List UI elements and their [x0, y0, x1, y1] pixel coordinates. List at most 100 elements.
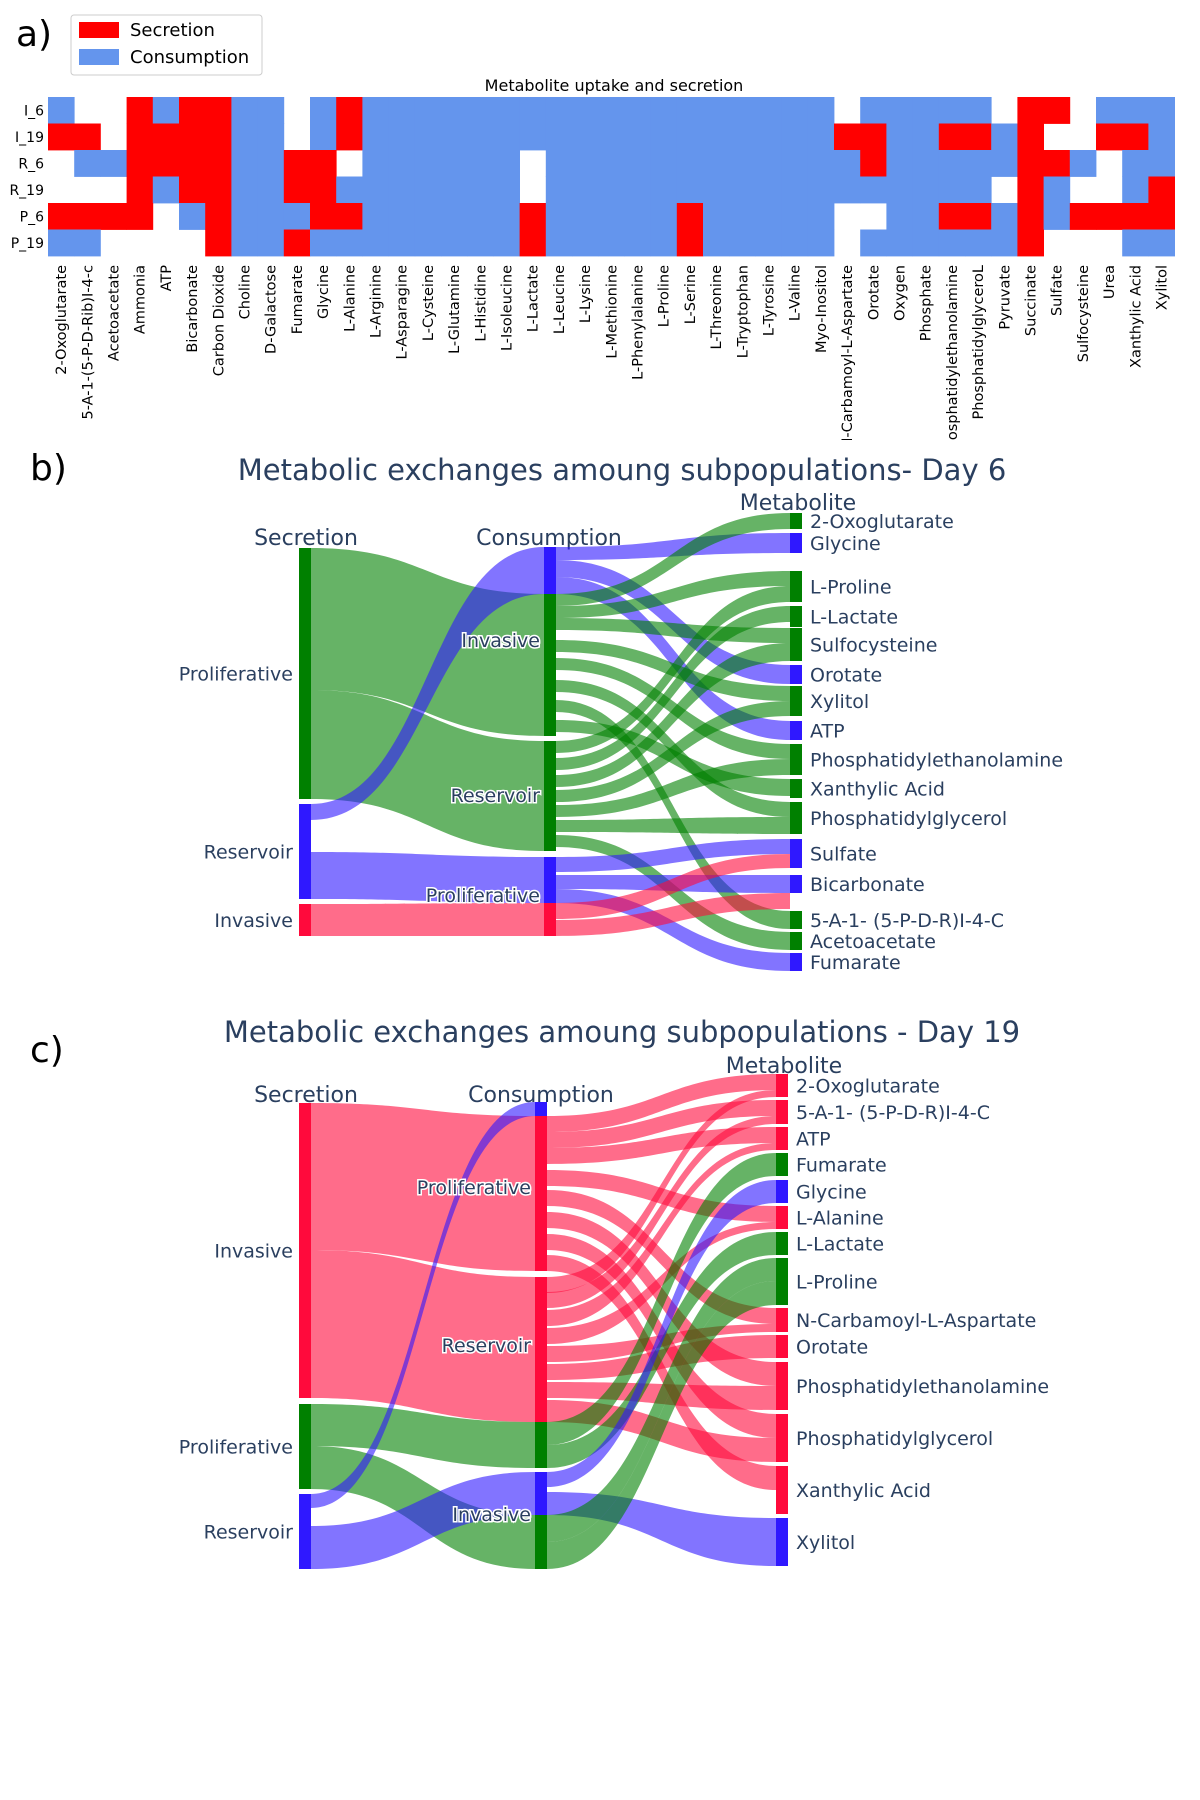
- heatmap-cell: [126, 203, 154, 230]
- heatmap-cell: [860, 229, 887, 257]
- heatmap-col-label: L-Phenylalanine: [631, 265, 647, 380]
- heatmap-cell: [414, 229, 442, 257]
- heatmap-col-label: L-Lysine: [578, 265, 594, 323]
- heatmap-cell: [467, 229, 494, 257]
- heatmap-cell: [650, 150, 678, 177]
- heatmap-cell: [414, 203, 442, 230]
- heatmap-cell: [1096, 123, 1123, 151]
- heatmap-cell: [572, 176, 599, 204]
- sankey-links: [311, 513, 790, 971]
- heatmap-cell: [598, 203, 625, 230]
- heatmap-cell: [467, 97, 494, 124]
- heatmap-col-label: L-Lactate: [526, 265, 542, 332]
- heatmap-cell: [336, 123, 363, 151]
- sankey-column-header: Secretion: [254, 526, 358, 551]
- heatmap-cell: [781, 97, 809, 124]
- heatmap-cell: [860, 97, 887, 124]
- heatmap-cell: [1096, 203, 1123, 230]
- heatmap-cell: [467, 203, 494, 230]
- sankey-node-label: Reservoir: [204, 1522, 294, 1544]
- heatmap-cell: [441, 203, 468, 230]
- heatmap-cell: [126, 150, 154, 177]
- sankey-node-metabolite: [790, 802, 802, 834]
- heatmap-cell: [1017, 97, 1044, 124]
- heatmap-cell: [807, 150, 835, 177]
- heatmap-cell: [231, 176, 258, 204]
- sankey-title: Metabolic exchanges amoung subpopulation…: [224, 1015, 1020, 1049]
- heatmap-cell: [231, 123, 258, 151]
- heatmap-cell: [545, 176, 573, 204]
- heatmap-cell: [755, 229, 782, 257]
- heatmap-row-label: I_19: [15, 130, 44, 146]
- heatmap-cell: [414, 150, 442, 177]
- sankey-metabolite-label: 2-Oxoglutarate: [796, 1076, 940, 1098]
- sankey-link: [547, 1222, 776, 1344]
- heatmap-cell: [938, 229, 966, 257]
- sankey-node-metabolite: [790, 875, 802, 893]
- heatmap-cell: [676, 203, 704, 230]
- heatmap-col-label: Ammonia: [133, 265, 149, 334]
- sankey-link: [556, 701, 790, 802]
- sankey-day19-chart: Metabolic exchanges amoung subpopulation…: [179, 1015, 1049, 1569]
- heatmap-row-label: R_6: [18, 156, 44, 172]
- heatmap-cell: [1122, 176, 1149, 204]
- sankey-node-metabolite: [776, 1206, 788, 1229]
- sankey-node-consumption: [535, 1515, 547, 1569]
- heatmap-col-label: L-Proline: [657, 265, 673, 327]
- sankey-node-consumption: [535, 1422, 547, 1468]
- sankey-link: [311, 1250, 535, 1422]
- sankey-link: [311, 1102, 535, 1508]
- sankey-column-header: Metabolite: [740, 491, 856, 516]
- heatmap-cell: [886, 176, 913, 204]
- heatmap-cell: [310, 150, 337, 177]
- heatmap-cell: [1043, 176, 1071, 204]
- sankey-node-label: Proliferative: [417, 1177, 531, 1199]
- heatmap-cell: [388, 150, 416, 177]
- sankey-link: [547, 1190, 776, 1324]
- heatmap-cell: [48, 229, 75, 257]
- sankey-node-secretion: [299, 804, 311, 899]
- heatmap-cell: [179, 176, 206, 204]
- sankey-node-label: Reservoir: [442, 1335, 532, 1357]
- sankey-node-metabolite: [790, 779, 802, 798]
- legend-label-secretion: Secretion: [130, 20, 215, 41]
- heatmap-cell: [126, 176, 154, 204]
- sankey-node-secretion: [299, 1103, 311, 1398]
- heatmap-col-label: Orotate: [866, 265, 882, 320]
- heatmap-cell: [624, 176, 651, 204]
- heatmap-col-label: Choline: [238, 265, 254, 319]
- heatmap-cell: [74, 229, 101, 257]
- heatmap-cell: [807, 229, 835, 257]
- heatmap-cell: [703, 176, 730, 204]
- heatmap-cell: [100, 150, 127, 177]
- heatmap-col-label: Sulfate: [1050, 265, 1066, 316]
- sankey-metabolite-label: L-Lactate: [810, 607, 898, 629]
- heatmap-cell: [991, 150, 1018, 177]
- sankey-metabolite-label: 2-Oxoglutarate: [810, 511, 954, 533]
- heatmap-cell: [965, 123, 992, 151]
- sankey-node-metabolite: [790, 686, 802, 716]
- sankey-link: [311, 690, 544, 851]
- sankey-metabolite-label: L-Lactate: [796, 1234, 884, 1256]
- heatmap-col-label: Acetoacetate: [107, 265, 123, 361]
- heatmap-cell: [572, 97, 599, 124]
- sankey-node-label: Invasive: [214, 1241, 293, 1263]
- heatmap-cell: [152, 123, 180, 151]
- sankey-node-metabolite: [790, 839, 802, 868]
- heatmap-cell: [362, 203, 389, 230]
- heatmap-cell: [441, 176, 468, 204]
- heatmap-col-label: ATP: [159, 265, 175, 292]
- heatmap-cell: [205, 203, 232, 230]
- heatmap-cell: [545, 229, 573, 257]
- heatmap-cell: [388, 123, 416, 151]
- heatmap-col-label: L-Alanine: [342, 265, 358, 332]
- heatmap-cell: [729, 150, 756, 177]
- heatmap-cell: [886, 150, 913, 177]
- heatmap-cell: [703, 97, 730, 124]
- heatmap-cell: [807, 203, 835, 230]
- heatmap-cell: [781, 123, 809, 151]
- heatmap-cell: [414, 123, 442, 151]
- sankey-node-metabolite: [776, 1518, 788, 1566]
- heatmap-cell: [362, 123, 389, 151]
- sankey-node-metabolite: [790, 744, 802, 775]
